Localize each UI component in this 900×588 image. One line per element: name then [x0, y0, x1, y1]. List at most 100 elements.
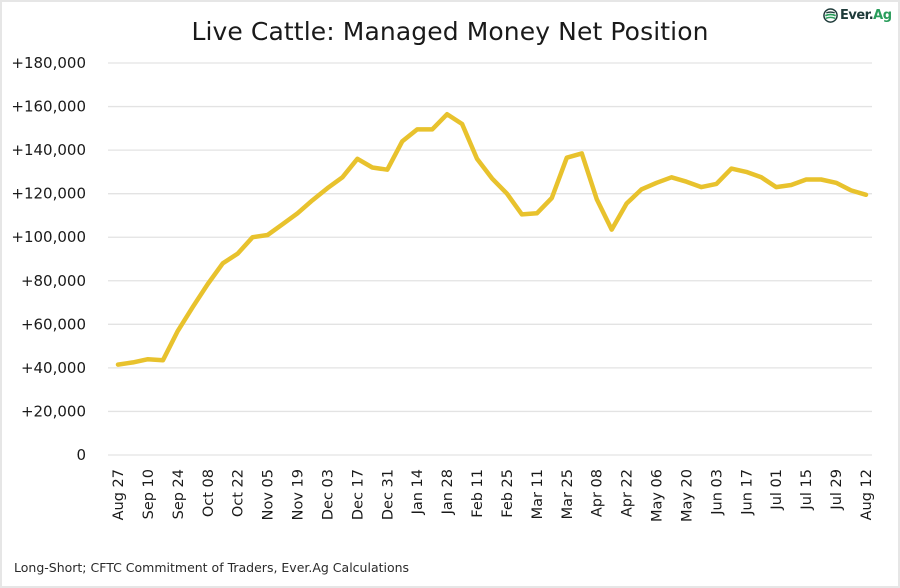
x-tick-label: Nov 19	[291, 469, 307, 520]
y-tick-label: +160,000	[11, 98, 86, 116]
data-point	[610, 228, 614, 232]
data-point	[131, 360, 135, 364]
data-point	[385, 168, 389, 172]
x-axis: Aug 27 Sep 10 Sep 24 Oct 08 Oct 22 Nov 05 Nov …	[111, 469, 875, 522]
data-point	[146, 357, 150, 361]
data-point	[789, 183, 793, 187]
data-point	[445, 112, 449, 116]
x-tick-label: Apr 08	[590, 469, 606, 517]
data-point	[834, 181, 838, 185]
x-tick-label: Feb 11	[470, 469, 486, 518]
data-point	[804, 178, 808, 182]
x-tick-label: Jun 17	[739, 469, 755, 516]
logo-text-ag: Ag	[873, 8, 892, 23]
data-point	[849, 188, 853, 192]
data-point	[505, 192, 509, 196]
data-point	[116, 363, 120, 367]
data-point	[281, 222, 285, 226]
x-tick-label: Feb 25	[500, 469, 516, 518]
data-point	[370, 166, 374, 170]
data-point	[355, 157, 359, 161]
data-point	[340, 175, 344, 179]
data-point	[206, 282, 210, 286]
data-point	[550, 196, 554, 200]
x-tick-label: Jan 28	[440, 469, 456, 515]
x-tick-label: Dec 17	[350, 469, 366, 520]
y-tick-label: +80,000	[21, 272, 86, 290]
y-tick-label: +60,000	[21, 315, 86, 333]
data-point	[191, 305, 195, 309]
data-point	[296, 211, 300, 215]
data-point	[221, 261, 225, 265]
gridlines	[108, 62, 872, 456]
data-point	[580, 151, 584, 155]
x-tick-label: May 20	[679, 469, 695, 522]
data-point	[520, 212, 524, 216]
data-point	[640, 187, 644, 191]
x-tick-label: Jun 03	[709, 469, 725, 516]
data-point	[699, 185, 703, 189]
x-tick-label: Jul 29	[829, 469, 845, 511]
x-tick-label: Dec 03	[320, 469, 336, 520]
chart-title: Live Cattle: Managed Money Net Position	[191, 17, 709, 46]
x-tick-label: Jul 15	[799, 469, 815, 511]
x-tick-label: Mar 25	[560, 469, 576, 519]
series-layer	[115, 111, 869, 367]
x-tick-label: Sep 24	[171, 469, 187, 519]
data-point	[266, 233, 270, 237]
y-axis: 0 +20,000 +40,000 +60,000 +80,000 +100,000 +12…	[11, 54, 86, 464]
y-tick-label: +20,000	[21, 402, 86, 420]
source-note: Long-Short; CFTC Commitment of Traders, …	[14, 560, 410, 575]
data-point	[325, 186, 329, 190]
data-point	[670, 175, 674, 179]
logo-text: Ever.Ag	[840, 8, 892, 23]
x-tick-label: Oct 22	[231, 469, 247, 517]
y-tick-label: 0	[76, 446, 86, 464]
x-tick-label: May 06	[650, 469, 666, 522]
x-tick-label: Dec 31	[380, 469, 396, 520]
x-tick-label: Apr 22	[620, 469, 636, 517]
data-point	[759, 175, 763, 179]
y-tick-label: +120,000	[11, 185, 86, 203]
x-tick-label: Jan 14	[410, 469, 426, 515]
y-tick-label: +100,000	[11, 228, 86, 246]
data-point	[535, 211, 539, 215]
x-tick-label: Aug 27	[111, 469, 127, 520]
x-tick-label: Aug 12	[859, 469, 875, 520]
data-point	[310, 198, 314, 202]
y-tick-label: +180,000	[11, 54, 86, 72]
ever-ag-logo: Ever.Ag	[823, 8, 892, 23]
data-point	[236, 252, 240, 256]
data-point	[415, 127, 419, 131]
data-point	[176, 329, 180, 333]
x-tick-label: Nov 05	[261, 469, 277, 520]
ever-ag-logo-icon	[823, 8, 838, 23]
logo-text-ever: Ever.	[840, 8, 874, 23]
data-point	[430, 127, 434, 131]
data-point	[819, 178, 823, 182]
data-point	[565, 156, 569, 160]
data-point	[774, 185, 778, 189]
x-tick-label: Jul 01	[769, 469, 785, 511]
y-tick-label: +140,000	[11, 141, 86, 159]
x-tick-label: Sep 10	[141, 469, 157, 519]
data-point	[729, 167, 733, 171]
data-point	[595, 197, 599, 201]
data-point	[490, 176, 494, 180]
data-point	[625, 201, 629, 205]
data-point	[864, 193, 868, 197]
data-point	[744, 170, 748, 174]
data-point	[161, 358, 165, 362]
data-point	[714, 182, 718, 186]
data-point	[475, 157, 479, 161]
y-tick-label: +40,000	[21, 359, 86, 377]
data-point	[251, 235, 255, 239]
x-tick-label: Mar 11	[530, 469, 546, 519]
data-point	[655, 181, 659, 185]
data-point	[460, 122, 464, 126]
series-line	[115, 111, 869, 367]
data-point	[400, 139, 404, 143]
data-point	[684, 180, 688, 184]
